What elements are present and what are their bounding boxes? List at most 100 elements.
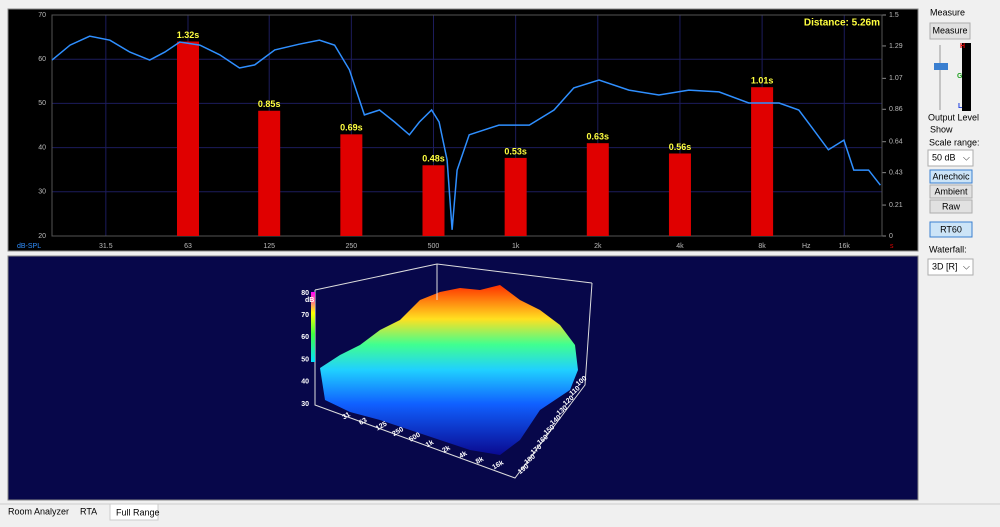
- button-text: Raw: [942, 201, 961, 211]
- bar: [340, 134, 363, 236]
- select-value: 50 dB: [932, 152, 956, 162]
- y2-tick-label: 0.43: [889, 169, 903, 176]
- plot-frame: [51, 14, 883, 237]
- value-label: 0.63s: [587, 132, 610, 142]
- y-tick-label: 30: [38, 189, 46, 196]
- button-text: Ambient: [934, 186, 968, 196]
- bar: [422, 165, 445, 236]
- bar: [258, 110, 281, 236]
- distance: Distance: 5.26m: [804, 18, 880, 29]
- bar: [586, 143, 609, 236]
- x-tick-label: 63: [184, 243, 192, 250]
- value-label: 0.48s: [422, 154, 445, 164]
- x-tick-label: 2k: [594, 243, 602, 250]
- z-tick-label: 30: [301, 401, 309, 408]
- scale-select[interactable]: [927, 149, 974, 167]
- y2-tick-label: 0.64: [889, 139, 903, 146]
- anechoic-button[interactable]: [929, 169, 973, 184]
- tab[interactable]: Room Analyzer: [8, 506, 69, 516]
- waterfall-plot: dB: [305, 263, 593, 479]
- meter-mark: G: [957, 73, 963, 80]
- value-label: 0.56s: [669, 142, 692, 152]
- dropdown-arrow: ⌵: [963, 261, 970, 271]
- box-edge: [314, 282, 593, 479]
- group-label: Measure: [930, 7, 965, 17]
- value-label: 0.53s: [504, 146, 527, 156]
- y2-axis-label: s: [890, 243, 894, 250]
- value-label: 0.69s: [340, 123, 363, 133]
- freq-label: 31: [341, 411, 351, 421]
- color-bar: [311, 292, 315, 362]
- freq-label: 16k: [491, 459, 505, 471]
- control-panel: Measure Measure H G L Output Level Show …: [927, 7, 980, 276]
- y-tick-label: 70: [38, 12, 46, 19]
- y-tick-label: 50: [38, 100, 46, 107]
- rt60-button[interactable]: [929, 221, 973, 238]
- x-tick-label: 1k: [512, 243, 520, 250]
- button-text: RT60: [940, 224, 962, 234]
- button-text: Measure: [932, 25, 967, 35]
- y-tick-label: 60: [38, 56, 46, 63]
- x-tick-label: 8k: [758, 243, 766, 250]
- tab[interactable]: RTA: [80, 506, 97, 516]
- raw-button[interactable]: [929, 199, 973, 214]
- meter-mark: H: [960, 43, 965, 50]
- x-tick-label: 500: [428, 243, 440, 250]
- y2-tick-label: 1.5: [889, 12, 899, 19]
- y-tick-label: 20: [38, 233, 46, 240]
- freq-label: 1k: [425, 439, 435, 449]
- level-meter: [962, 43, 971, 111]
- dropdown-arrow: ⌵: [963, 152, 970, 162]
- active-tab[interactable]: [109, 503, 159, 521]
- value-label: 1.01s: [751, 76, 774, 86]
- waterfall-surface: [320, 285, 578, 455]
- response-line: [51, 35, 881, 230]
- value-label: 0.85s: [258, 99, 281, 109]
- slider-thumb[interactable]: [934, 63, 948, 70]
- y2-tick-label: 1.29: [889, 43, 903, 50]
- z-tick-label: 40: [301, 379, 309, 386]
- z-tick-label: 50: [301, 356, 309, 363]
- z-tick-label: 60: [301, 334, 309, 341]
- bar: [504, 157, 527, 236]
- bar: [751, 87, 774, 237]
- z-tick-label: 70: [301, 312, 309, 319]
- freq-label: 2k: [441, 445, 451, 455]
- chart-panel: [7, 8, 919, 252]
- x-tick-label: 31.5: [99, 243, 113, 250]
- freq-label: 500: [408, 432, 422, 444]
- bar: [668, 153, 691, 236]
- y2-tick-label: 0.21: [889, 202, 903, 209]
- y2-tick-label: 1.07: [889, 75, 903, 82]
- label: Waterfall:: [929, 244, 967, 254]
- x-tick-label: 4k: [676, 243, 684, 250]
- waterfall-select[interactable]: [927, 258, 974, 276]
- y-tick-label: 40: [38, 144, 46, 151]
- freq-label: 250: [391, 426, 405, 438]
- y-axis-label: dB-SPL: [17, 243, 41, 250]
- freq-label: 8k: [475, 456, 485, 466]
- freq-label: 4k: [458, 450, 468, 460]
- y2-tick-label: 0.86: [889, 106, 903, 113]
- z-axis-label: dB: [305, 297, 314, 304]
- x-unit: Hz: [802, 243, 811, 250]
- z-tick-label: 80: [301, 290, 309, 297]
- x-tick-label: 250: [346, 243, 358, 250]
- y2-tick-label: 0: [889, 233, 893, 240]
- plot: 31.5 63 125 250 500 1k 2k 4k 8k 16k 20 30 40 50 60 70 0 0…: [38, 12, 903, 250]
- tab[interactable]: Full Range: [116, 507, 160, 517]
- freq-label: 63: [358, 417, 368, 427]
- ambient-button[interactable]: [929, 184, 973, 199]
- button-text: Anechoic: [932, 171, 970, 181]
- meter-mark: L: [958, 103, 963, 110]
- select-value: 3D [R]: [932, 261, 958, 271]
- group-label: Show: [930, 124, 953, 134]
- value-label: 1.32s: [177, 30, 200, 40]
- freq-label: 125: [375, 420, 389, 432]
- measure-button[interactable]: [929, 22, 971, 40]
- bar: [176, 41, 199, 236]
- label: Output Level: [928, 112, 979, 122]
- label: Scale range:: [929, 137, 980, 147]
